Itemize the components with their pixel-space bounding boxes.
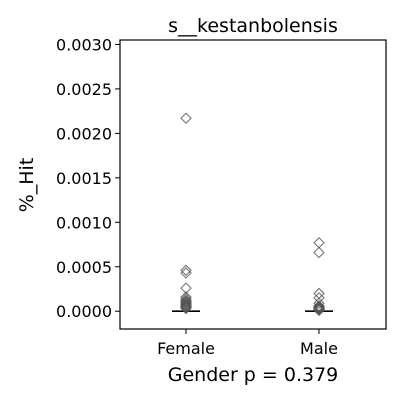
data-point [180, 294, 192, 307]
data-points [180, 112, 325, 317]
y-tick-label: 0.0010 [56, 213, 112, 232]
data-point [180, 295, 192, 308]
data-point [313, 297, 325, 309]
data-point [313, 300, 325, 312]
y-tick-label: 0.0030 [56, 35, 112, 54]
x-tick-label: Male [300, 339, 338, 358]
y-axis: 0.0000 0.0005 0.0010 0.0015 0.0020 0.0025 0.00… [56, 35, 120, 321]
y-tick-label: 0.0000 [56, 302, 112, 321]
data-point [180, 296, 192, 309]
data-point [180, 300, 192, 313]
y-tick-label: 0.0020 [56, 124, 112, 143]
data-point [313, 303, 325, 316]
data-point [180, 301, 192, 314]
data-point [313, 302, 325, 315]
data-point [313, 300, 325, 313]
x-axis: Female Male [157, 329, 338, 358]
data-point [180, 299, 192, 311]
data-point [180, 267, 192, 279]
data-point [313, 301, 325, 314]
y-tick-label: 0.0015 [56, 169, 112, 188]
x-axis-label: Gender p = 0.379 [168, 364, 339, 386]
data-point [180, 300, 192, 312]
data-point [180, 298, 192, 310]
data-point [313, 236, 325, 249]
data-point [180, 302, 192, 315]
data-point [313, 304, 325, 317]
y-tick-label: 0.0025 [56, 80, 112, 99]
data-point [313, 246, 325, 259]
plot-frame [119, 39, 387, 330]
y-tick-label: 0.0005 [56, 258, 112, 277]
y-axis-label: %_Hit [16, 158, 38, 213]
data-point [180, 112, 192, 125]
data-point [180, 297, 192, 309]
data-point [180, 264, 192, 277]
x-tick-label: Female [157, 339, 215, 358]
chart-title: s__kestanbolensis [168, 15, 338, 37]
